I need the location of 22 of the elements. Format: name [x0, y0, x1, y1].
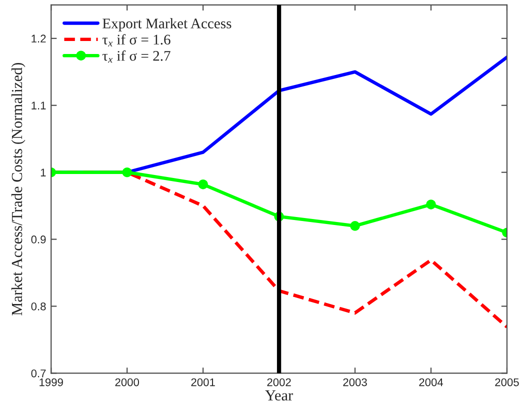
point — [122, 167, 132, 178]
y-tick-label: 1.2 — [32, 34, 46, 42]
x-tick-label: 2000 — [115, 378, 140, 386]
legend-label: Export Market Access — [102, 18, 232, 32]
x-tick-label: 2002 — [267, 378, 291, 386]
x-axis-title: Year — [265, 390, 293, 401]
y-tick-label: 1 — [40, 168, 46, 176]
x-tick-label: 2005 — [495, 378, 519, 386]
legend-label: τ$_{x}$ if σ = 1.6 — [102, 34, 170, 46]
y-axis-title: Market Access/Trade Costs (Normalized) — [11, 62, 26, 316]
x-tick-label: 2004 — [419, 378, 444, 386]
point — [198, 180, 208, 190]
y-tick-label: 0.8 — [31, 302, 46, 310]
y-tick-label: 0.9 — [31, 236, 46, 244]
y-tick-label: 1.1 — [32, 102, 46, 110]
y-tick-label: 0.7 — [31, 369, 46, 378]
legend-label: τ$_{x}$ if σ = 2.7 — [102, 50, 170, 63]
x-tick-label: 2001 — [191, 378, 215, 386]
point — [426, 200, 436, 210]
x-tick-label: 2003 — [343, 378, 367, 386]
point — [350, 221, 360, 231]
x-tick-label: 1999 — [40, 378, 63, 386]
